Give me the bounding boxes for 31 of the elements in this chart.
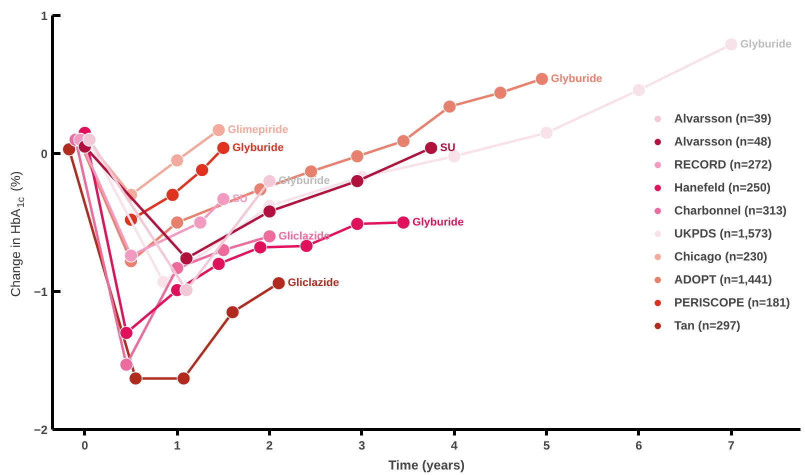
legend-label: Tan (n=297) (674, 318, 740, 332)
x-tick-label: 0 (81, 438, 88, 452)
legend-label: Alvarsson (n=39) (674, 112, 772, 126)
x-tick-label: 6 (636, 438, 643, 452)
legend-label: RECORD (n=272) (674, 158, 772, 172)
legend-label: UKPDS (n=1,573) (674, 226, 772, 240)
y-tick-label: −2 (34, 423, 48, 437)
legend-label: Charbonnel (n=313) (674, 204, 787, 218)
y-tick-label: −1 (34, 285, 48, 299)
y-axis-title: Change in HbA1c (%) (8, 171, 27, 297)
annotation: Glyburide (412, 216, 464, 228)
y-tick-label: 0 (40, 147, 48, 161)
annotation: Gliclazide (288, 277, 340, 290)
legend-label: ADOPT (n=1,441) (674, 272, 772, 286)
x-tick-label: 2 (266, 438, 274, 452)
annotation: Glimepiride (228, 124, 288, 136)
annotation: Glyburide (550, 72, 602, 85)
annotation: SU (440, 142, 456, 154)
x-tick-label: 1 (174, 438, 181, 452)
legend-label: Alvarsson (n=48) (674, 134, 772, 148)
legend-label: PERISCOPE (n=181) (674, 296, 790, 310)
x-tick-label: 7 (728, 438, 735, 452)
x-tick-label: 4 (450, 438, 458, 452)
annotation: Glyburide (232, 142, 284, 154)
y-tick-label: 1 (40, 9, 48, 23)
annotation: Glyburide (740, 38, 792, 50)
legend-label: Hanefeld (n=250) (674, 180, 771, 194)
x-axis-title: Time (years) (388, 458, 465, 472)
x-tick-label: 3 (358, 438, 366, 452)
legend-label: Chicago (n=230) (674, 250, 768, 264)
x-tick-label: 5 (543, 438, 550, 452)
